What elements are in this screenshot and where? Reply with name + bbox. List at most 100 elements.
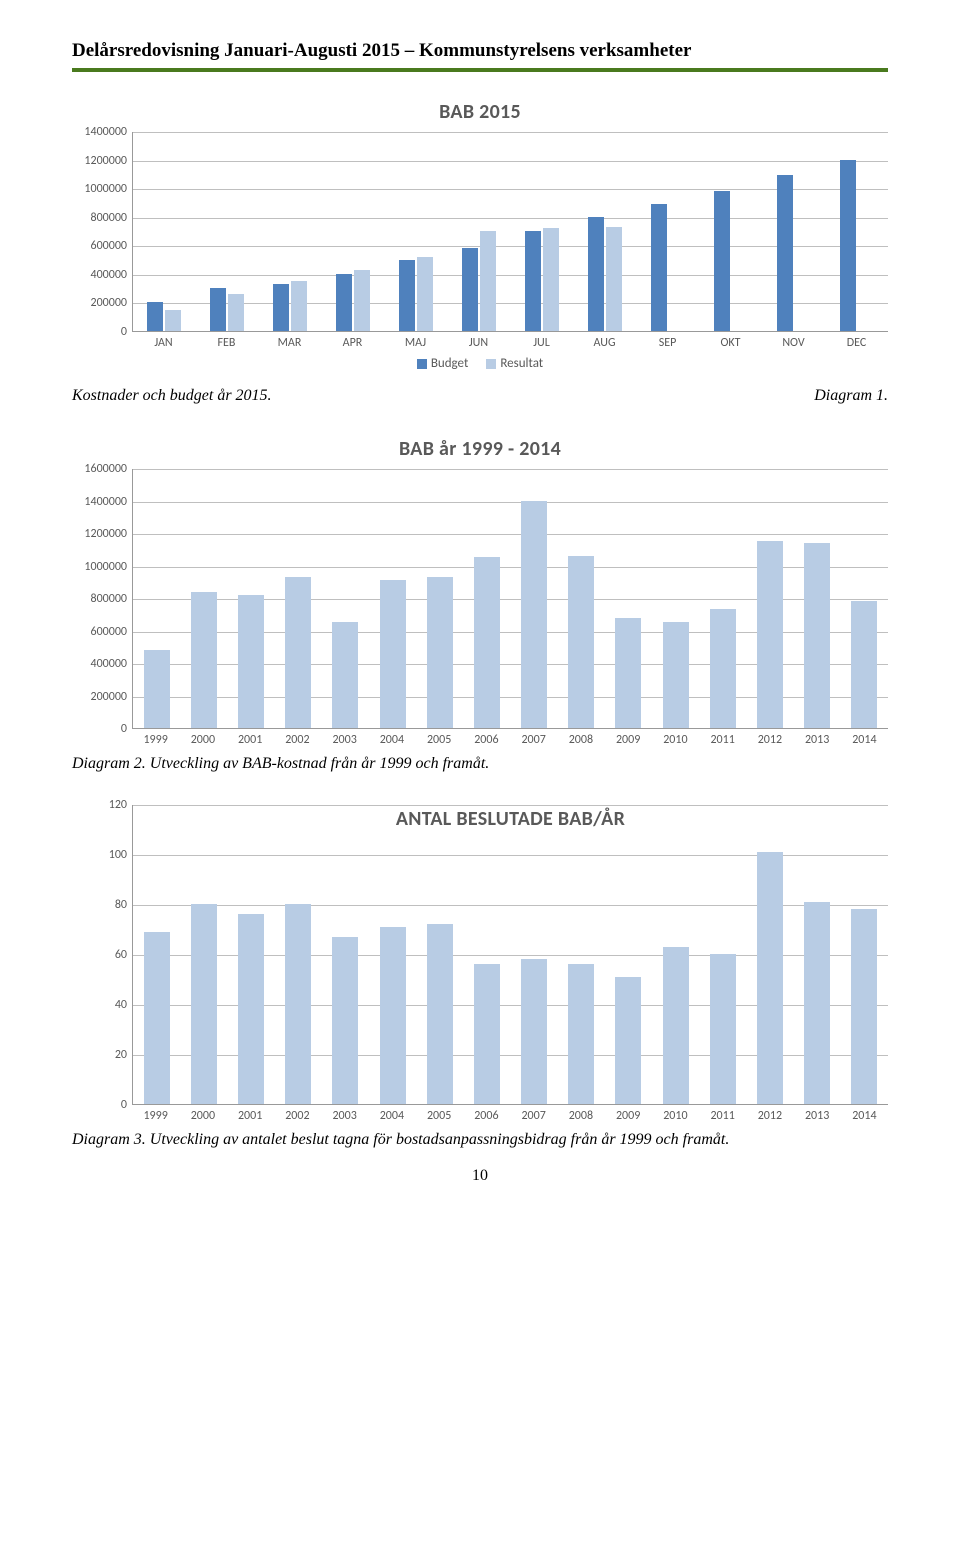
category-group (699, 804, 746, 1104)
category-group (463, 804, 510, 1104)
legend-swatch (417, 359, 427, 369)
xtick-label: 2006 (463, 733, 510, 747)
xtick-label: 2008 (557, 1109, 604, 1123)
bar (474, 964, 500, 1104)
category-group (746, 804, 793, 1104)
chart3-xlabels: 1999200020012002200320042005200620072008… (132, 1109, 888, 1123)
category-group (636, 131, 699, 331)
legend-item: Resultat (486, 356, 543, 371)
xtick-label: 2014 (841, 733, 888, 747)
chart2-xlabels: 1999200020012002200320042005200620072008… (132, 733, 888, 747)
ytick-label: 40 (73, 998, 127, 1012)
ytick-label: 400000 (73, 268, 127, 282)
category-group (699, 468, 746, 728)
xtick-label: AUG (573, 336, 636, 350)
bar (663, 622, 689, 728)
bar (757, 541, 783, 728)
xtick-label: 1999 (132, 1109, 179, 1123)
xtick-label: MAJ (384, 336, 447, 350)
xtick-label: 2008 (557, 733, 604, 747)
xtick-label: DEC (825, 336, 888, 350)
xtick-label: 2002 (274, 1109, 321, 1123)
bar (165, 310, 181, 331)
xtick-label: 2009 (605, 1109, 652, 1123)
xtick-label: 2005 (416, 733, 463, 747)
category-group (133, 468, 180, 728)
xtick-label: 2014 (841, 1109, 888, 1123)
xtick-label: MAR (258, 336, 321, 350)
xtick-label: OKT (699, 336, 762, 350)
category-group (794, 468, 841, 728)
xtick-label: 2013 (794, 733, 841, 747)
xtick-label: JAN (132, 336, 195, 350)
chart1-title: BAB 2015 (72, 100, 888, 124)
bar (191, 904, 217, 1104)
category-group (652, 468, 699, 728)
bar (354, 270, 370, 331)
category-group (699, 131, 762, 331)
xtick-label: 2012 (746, 1109, 793, 1123)
category-group (180, 468, 227, 728)
legend-item: Budget (417, 356, 469, 371)
ytick-label: 600000 (73, 239, 127, 253)
category-group (369, 468, 416, 728)
ytick-label: 1400000 (73, 495, 127, 509)
xtick-label: 2010 (652, 1109, 699, 1123)
xtick-label: 2005 (416, 1109, 463, 1123)
category-group (558, 468, 605, 728)
xtick-label: 2000 (179, 1109, 226, 1123)
bar (710, 954, 736, 1104)
header-divider (72, 68, 888, 72)
xtick-label: 2012 (746, 733, 793, 747)
xtick-label: 1999 (132, 733, 179, 747)
chart1-plot: 0200000400000600000800000100000012000001… (132, 132, 888, 332)
category-group (275, 804, 322, 1104)
ytick-label: 60 (73, 948, 127, 962)
caption1-left: Kostnader och budget år 2015. (72, 387, 272, 405)
category-group (511, 804, 558, 1104)
ytick-label: 800000 (73, 211, 127, 225)
xtick-label: 2000 (179, 733, 226, 747)
category-group (652, 804, 699, 1104)
category-group (841, 804, 888, 1104)
ytick-label: 0 (73, 722, 127, 736)
bar (399, 260, 415, 331)
xtick-label: 2001 (227, 733, 274, 747)
caption1-right: Diagram 1. (814, 387, 888, 405)
bar (238, 595, 264, 728)
xtick-label: APR (321, 336, 384, 350)
bar (568, 964, 594, 1104)
bar (427, 577, 453, 728)
bar (851, 909, 877, 1104)
category-group (762, 131, 825, 331)
bar (332, 937, 358, 1105)
bar (462, 248, 478, 331)
bar (525, 231, 541, 331)
xtick-label: 2009 (605, 733, 652, 747)
bar (804, 902, 830, 1105)
category-group (416, 804, 463, 1104)
bar (651, 204, 667, 331)
category-group (227, 468, 274, 728)
xtick-label: 2013 (794, 1109, 841, 1123)
ytick-label: 80 (73, 898, 127, 912)
ytick-label: 0 (73, 325, 127, 339)
chart1-xlabels: JANFEBMARAPRMAJJUNJULAUGSEPOKTNOVDEC (132, 336, 888, 350)
category-group (369, 804, 416, 1104)
bar (606, 227, 622, 331)
bar (615, 977, 641, 1105)
xtick-label: JUN (447, 336, 510, 350)
category-group (133, 131, 196, 331)
category-group (322, 131, 385, 331)
xtick-label: 2003 (321, 1109, 368, 1123)
ytick-label: 1600000 (73, 462, 127, 476)
ytick-label: 120 (73, 798, 127, 812)
bar (568, 556, 594, 728)
xtick-label: 2002 (274, 733, 321, 747)
category-group (794, 804, 841, 1104)
bar (238, 914, 264, 1104)
bar (851, 601, 877, 728)
xtick-label: 2006 (463, 1109, 510, 1123)
bar (480, 231, 496, 331)
category-group (841, 468, 888, 728)
